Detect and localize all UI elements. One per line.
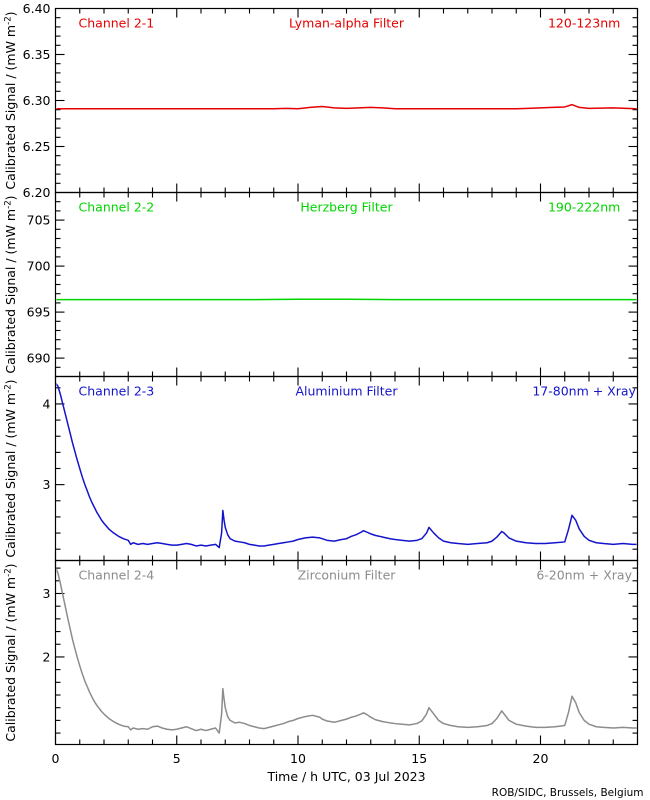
- panel-filter-label-channel-2-2: Herzberg Filter: [300, 200, 393, 215]
- y-tick-label: 700: [27, 259, 51, 274]
- y-tick-label: 6.25: [23, 139, 51, 154]
- y-axis-title-exponent: -2: [4, 16, 14, 25]
- y-tick-label: 6.20: [23, 185, 51, 200]
- panel-frame-channel-2-3: [54, 375, 639, 562]
- x-tick-label: 10: [290, 751, 306, 766]
- panel-channel-2-1: 6.20 6.25 6.30 6.35 6.40 Calibrated Signal / …: [3, 1, 639, 200]
- panel-channel-2-3: 3 4 Calibrated Signal / (mW m-2) Channel 2-…: [3, 375, 639, 562]
- y-tick-label: 705: [27, 213, 51, 228]
- y-axis-title-exponent: -2: [4, 200, 14, 209]
- panel-channel-label-channel-2-1: Channel 2-1: [79, 16, 155, 31]
- panel-channel-label-channel-2-2: Channel 2-2: [79, 200, 155, 215]
- x-ticks-channel-2-1: [54, 8, 639, 193]
- y-tick-label: 3: [43, 477, 51, 492]
- y-ticks-channel-2-4: [55, 567, 638, 734]
- panel-band-label-channel-2-4: 6-20nm + Xray: [536, 568, 632, 583]
- x-tick-label: 5: [173, 751, 181, 766]
- y-tick-label: 695: [27, 305, 51, 320]
- panel-band-label-channel-2-1: 120-123nm: [548, 16, 620, 31]
- panel-band-label-channel-2-2: 190-222nm: [548, 200, 620, 215]
- panel-filter-label-channel-2-3: Aluminium Filter: [295, 384, 398, 399]
- y-axis-title-close: ): [3, 563, 18, 568]
- y-axis-title-text: Calibrated Signal / (mW m: [3, 577, 18, 742]
- y-tick-label: 6.30: [23, 93, 51, 108]
- y-ticks-channel-2-3: [55, 387, 638, 550]
- panel-filter-label-channel-2-1: Lyman-alpha Filter: [289, 16, 405, 31]
- y-axis-title-close: ): [3, 379, 18, 384]
- panel-channel-label-channel-2-3: Channel 2-3: [79, 384, 155, 399]
- y-tick-label: 6.35: [23, 47, 51, 62]
- y-axis-title-close: ): [3, 195, 18, 200]
- y-axis-title-exponent: -2: [4, 568, 14, 577]
- y-axis-title-text: Calibrated Signal / (mW m: [3, 209, 18, 374]
- y-tick-label: 4: [43, 396, 51, 411]
- y-tick-label: 3: [43, 586, 51, 601]
- y-axis-title: Calibrated Signal / (mW m-2): [3, 379, 18, 557]
- y-axis-title-exponent: -2: [4, 384, 14, 393]
- y-axis-title: Calibrated Signal / (mW m-2): [3, 11, 18, 189]
- panel-channel-2-2: 690 695 700 705 Calibrated Signal / (mW m-2)…: [3, 191, 639, 378]
- x-ticks-channel-2-4: [54, 560, 639, 745]
- y-ticks-channel-2-1: [55, 17, 638, 184]
- y-ticks-channel-2-2: [55, 201, 638, 368]
- credit-label: ROB/SIDC, Brussels, Belgium: [492, 787, 644, 799]
- data-trace-channel-2-4: [56, 567, 637, 734]
- data-trace-channel-2-3: [56, 383, 637, 549]
- x-ticks-channel-2-3: [54, 376, 639, 561]
- panel-channel-2-4: 2 3 Calibrated Signal / (mW m-2) Channel 2-…: [3, 559, 639, 746]
- y-tick-label: 6.40: [23, 1, 51, 16]
- y-axis-title-text: Calibrated Signal / (mW m: [3, 25, 18, 190]
- y-axis-title-close: ): [3, 11, 18, 16]
- x-tick-label: 0: [52, 751, 60, 766]
- panel-frame-channel-2-1: [54, 7, 639, 194]
- panel-filter-label-channel-2-4: Zirconium Filter: [298, 568, 397, 583]
- panel-frame-channel-2-2: [54, 191, 639, 378]
- y-tick-label: 2: [43, 649, 51, 664]
- y-tick-label: 690: [27, 351, 51, 366]
- panel-frame-channel-2-4: [54, 559, 639, 746]
- data-trace-channel-2-1: [56, 103, 637, 110]
- x-axis-title: Time / h UTC, 03 Jul 2023: [266, 769, 425, 784]
- x-tick-label: 15: [411, 751, 427, 766]
- panel-band-label-channel-2-3: 17-80nm + Xray: [532, 384, 636, 399]
- y-axis-title: Calibrated Signal / (mW m-2): [3, 195, 18, 373]
- x-tick-label: 20: [533, 751, 549, 766]
- x-ticks-channel-2-2: [54, 192, 639, 377]
- y-axis-title: Calibrated Signal / (mW m-2): [3, 563, 18, 741]
- y-axis-title-text: Calibrated Signal / (mW m: [3, 393, 18, 558]
- panel-channel-label-channel-2-4: Channel 2-4: [79, 568, 155, 583]
